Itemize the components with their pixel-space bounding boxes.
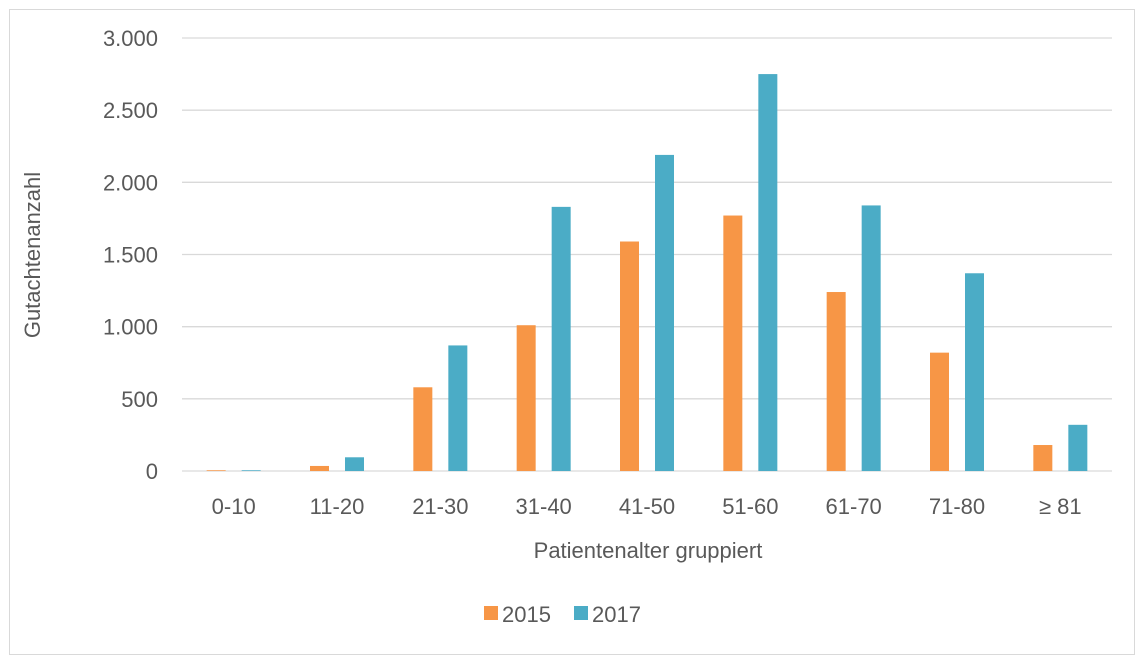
bars	[207, 74, 1088, 471]
bar-2017-0-10	[242, 470, 261, 471]
x-tick-label: 51-60	[722, 494, 778, 519]
bar-2015-≥ 81	[1033, 445, 1052, 471]
x-tick-label: 71-80	[929, 494, 985, 519]
legend-swatch-2017	[574, 606, 588, 620]
bar-2015-0-10	[207, 470, 226, 471]
x-axis-label: Patientenalter gruppiert	[534, 538, 763, 563]
y-axis-label: Gutachtenanzahl	[20, 172, 45, 338]
y-tick-label: 1.000	[103, 315, 158, 340]
bar-2017-41-50	[655, 155, 674, 471]
legend-label-2017: 2017	[592, 602, 641, 627]
y-tick-label: 500	[121, 387, 158, 412]
x-tick-label: 11-20	[310, 494, 365, 519]
bar-2017-51-60	[758, 74, 777, 471]
bar-2017-≥ 81	[1068, 425, 1087, 471]
bar-2017-31-40	[552, 207, 571, 471]
y-tick-label: 1.500	[103, 243, 158, 268]
bar-2015-71-80	[930, 353, 949, 471]
x-tick-label: 21-30	[412, 494, 468, 519]
bar-2015-11-20	[310, 466, 329, 471]
bar-2017-11-20	[345, 457, 364, 471]
x-tick-label: 41-50	[619, 494, 675, 519]
bar-2015-41-50	[620, 242, 639, 471]
bar-2015-21-30	[413, 387, 432, 471]
y-tick-label: 0	[146, 459, 158, 484]
y-tick-label: 3.000	[103, 26, 158, 51]
x-tick-label: 31-40	[516, 494, 572, 519]
x-tick-label: 0-10	[212, 494, 256, 519]
bar-2015-31-40	[517, 325, 536, 471]
x-tick-label: ≥ 81	[1039, 494, 1082, 519]
bar-2015-51-60	[723, 216, 742, 471]
bar-2017-21-30	[448, 345, 467, 471]
y-tick-label: 2.500	[103, 98, 158, 123]
bar-2017-61-70	[862, 205, 881, 471]
legend-swatch-2015	[484, 606, 498, 620]
x-axis-ticks: 0-10 11-20 21-30 31-40 41-50 51-60 61-70 71-80 ≥…	[212, 494, 1082, 519]
legend-label-2015: 2015	[502, 602, 551, 627]
y-axis-ticks: 0 500 1.000 1.500 2.000 2.500 3.000	[103, 26, 158, 484]
bar-2017-71-80	[965, 273, 984, 471]
bar-2015-61-70	[827, 292, 846, 471]
x-tick-label: 61-70	[826, 494, 882, 519]
y-tick-label: 2.000	[103, 170, 158, 195]
legend: 2015 2017	[484, 602, 641, 627]
